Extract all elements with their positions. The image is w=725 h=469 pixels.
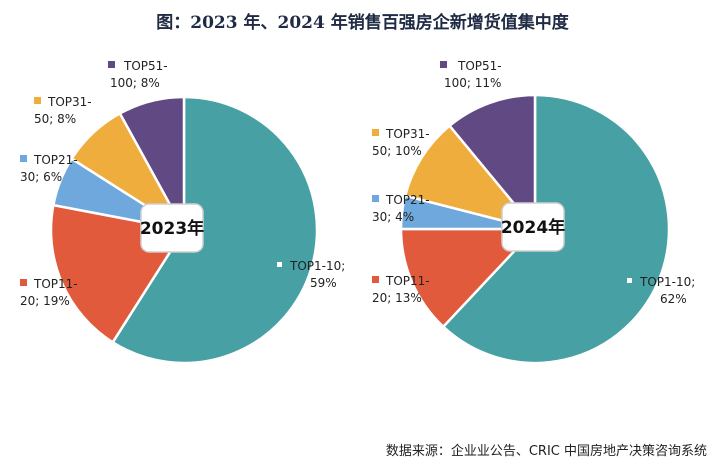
slice-label-line2: 59% [310,276,337,290]
legend-marker [440,61,447,68]
slice-label-line2: 30; 6% [20,170,62,184]
center-year-label: 2024年 [501,217,565,238]
pie-chart-1: TOP1-10; 59% TOP11- 20; 19% TOP21- 30; 6% TOP3… [20,59,345,365]
pie-slice [403,123,539,232]
slice-label-line1: TOP1-10; [289,259,345,273]
legend-marker [275,260,284,269]
slice-label-line1: TOP11- [385,274,430,288]
legend-marker [20,279,27,286]
legend-marker [625,276,634,285]
slice-label-line2: 20; 19% [20,294,70,308]
center-label-box [140,203,204,253]
slice-label-line1: TOP31- [385,127,430,141]
slice-label-line2: 100; 8% [110,76,160,90]
legend-marker [34,97,41,104]
slice-label-line1: TOP31- [47,95,92,109]
slice-label-line1: TOP1-10; [639,275,695,289]
center-year-label: 2023年 [140,218,204,239]
legend-marker [20,155,27,162]
slice-label-line1: TOP21- [385,193,430,207]
slice-label-line2: 30; 4% [372,210,414,224]
legend-marker [372,195,379,202]
slice-label-line1: TOP51- [123,59,168,73]
pie-slice [399,227,538,329]
pie-slice [118,95,186,231]
pie-slice [111,95,319,365]
center-label-box [501,202,565,252]
slice-label-line2: 20; 13% [372,291,422,305]
pie-slice [447,93,537,233]
legend-marker [108,61,115,68]
slice-label-line1: TOP51- [457,59,502,73]
slice-label-line2: 50; 8% [34,112,76,126]
slice-label-line1: TOP11- [33,277,78,291]
chart-title: 图：2023 年、2024 年销售百强房企新增货值集中度 [156,13,569,33]
slice-label-line1: TOP21- [33,153,78,167]
slice-label-line2: 50; 10% [372,144,422,158]
pie-chart-2: TOP1-10; 62% TOP11- 20; 13% TOP21- 30; 4% TOP3… [372,59,695,365]
slice-label-line2: 62% [660,292,687,306]
source-note: 数据来源：企业业公告、CRIC 中国房地产决策咨询系统 [385,444,707,459]
slice-label-line2: 100; 11% [444,76,501,90]
legend-marker [372,129,379,136]
legend-marker [372,276,379,283]
